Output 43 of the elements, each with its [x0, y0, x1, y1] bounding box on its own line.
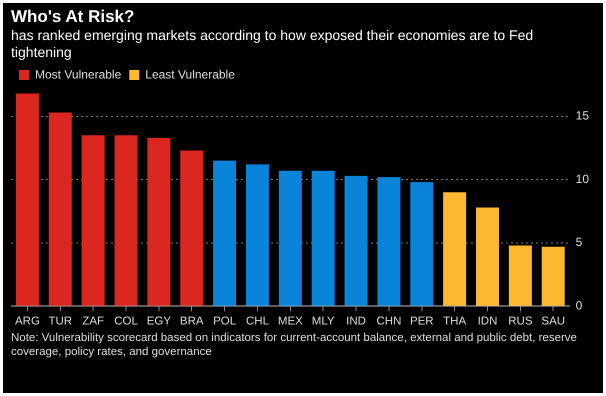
- x-tick-label: MLY: [312, 315, 335, 328]
- x-tick-label: POL: [213, 315, 237, 328]
- y-tick-label: 0: [576, 298, 583, 313]
- x-tick-label: ARG: [14, 315, 40, 328]
- bar: [114, 135, 138, 306]
- x-tick-label: CHN: [376, 315, 402, 328]
- y-tick-label: 10: [576, 172, 590, 186]
- x-tick-label: CHL: [246, 315, 270, 328]
- bar: [410, 182, 434, 306]
- bar: [542, 246, 565, 306]
- bar: [246, 164, 269, 306]
- bar: [344, 176, 368, 306]
- bar: [16, 94, 39, 306]
- legend-label: Most Vulnerable: [35, 67, 122, 82]
- x-tick-label: PER: [410, 315, 434, 328]
- x-tick-label: ZAF: [82, 315, 104, 328]
- bar: [82, 135, 105, 306]
- bar: [508, 245, 532, 306]
- bar: [147, 138, 170, 306]
- x-tick-label: COL: [114, 315, 138, 328]
- bar: [377, 177, 400, 306]
- bar: [443, 192, 466, 306]
- bar: [213, 160, 236, 306]
- text: Note: Vulnerability scorecard based on indicators for current-account balance, external and public debt, reserve coverage, policy rates, and governance: [11, 331, 578, 359]
- bar: [48, 112, 72, 306]
- bar: [180, 150, 204, 306]
- chart-subtitle: has ranked emerging markets according to how exposed their economies are to Fed tightening: [11, 27, 534, 61]
- chart-title: Who's At Risk?: [11, 7, 136, 27]
- x-tick-label: MEX: [278, 315, 304, 328]
- y-tick-label: 5: [576, 235, 583, 250]
- legend-label: Least Vulnerable: [145, 67, 236, 82]
- x-tick-label: EGY: [146, 315, 172, 328]
- bar: [476, 207, 499, 306]
- bar: [312, 170, 335, 306]
- y-tick-label: 15: [576, 108, 590, 123]
- x-tick-label: IND: [346, 315, 366, 328]
- x-tick-label: BRA: [180, 315, 204, 328]
- x-tick-label: SAU: [541, 315, 566, 328]
- x-tick-label: THA: [443, 315, 466, 328]
- x-tick-label: TUR: [48, 315, 72, 328]
- x-tick-label: IDN: [478, 315, 498, 328]
- bar: [278, 170, 302, 306]
- x-tick-label: RUS: [508, 315, 533, 328]
